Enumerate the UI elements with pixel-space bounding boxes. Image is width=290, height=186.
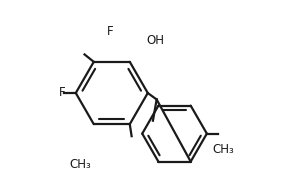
- Text: F: F: [107, 25, 113, 38]
- Text: CH₃: CH₃: [70, 158, 91, 171]
- Text: CH₃: CH₃: [213, 143, 235, 156]
- Text: OH: OH: [147, 34, 165, 47]
- Text: F: F: [59, 86, 65, 100]
